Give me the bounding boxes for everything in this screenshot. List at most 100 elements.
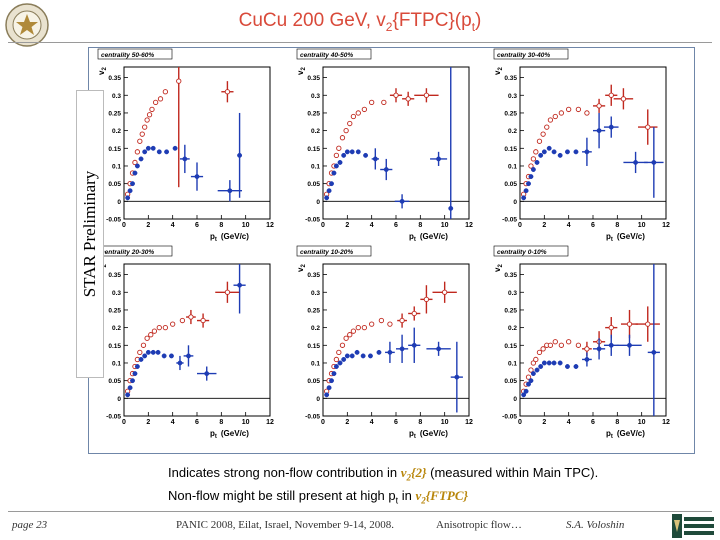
data-point bbox=[224, 289, 231, 295]
data-point bbox=[146, 112, 153, 118]
data-point bbox=[608, 92, 614, 98]
data-point bbox=[565, 149, 570, 155]
data-point bbox=[130, 181, 135, 187]
y-tick-label: 0.1 bbox=[311, 163, 320, 170]
data-point bbox=[333, 152, 340, 159]
y-tick-label: 0.3 bbox=[311, 93, 320, 100]
x-tick-label: 4 bbox=[370, 419, 374, 426]
data-point bbox=[626, 321, 633, 327]
plot-area bbox=[123, 66, 271, 220]
data-point bbox=[132, 159, 138, 166]
data-point bbox=[608, 124, 614, 130]
y-tick-label: 0.35 bbox=[307, 272, 320, 279]
x-tick-label: 4 bbox=[370, 222, 374, 229]
data-point bbox=[540, 131, 546, 137]
data-point bbox=[528, 163, 534, 169]
data-point bbox=[137, 349, 143, 356]
series-v2-ftpc bbox=[521, 264, 660, 416]
y-tick-label: 0.15 bbox=[307, 343, 320, 350]
data-point bbox=[194, 174, 200, 180]
data-point bbox=[200, 317, 206, 324]
data-point bbox=[584, 356, 590, 362]
data-point bbox=[186, 353, 191, 359]
series-v2-ftpc bbox=[125, 112, 243, 202]
data-point bbox=[343, 127, 349, 134]
data-point bbox=[162, 324, 169, 331]
data-point bbox=[372, 156, 378, 162]
data-point bbox=[547, 342, 554, 348]
data-point bbox=[333, 356, 340, 363]
data-point bbox=[423, 92, 430, 98]
data-point bbox=[363, 152, 369, 158]
y-tick-label: -0.05 bbox=[305, 217, 320, 224]
x-tick-label: 6 bbox=[195, 419, 199, 426]
data-point bbox=[383, 167, 389, 172]
x-tick-label: 12 bbox=[465, 222, 473, 229]
data-point bbox=[164, 149, 170, 155]
data-point bbox=[355, 324, 361, 331]
data-point bbox=[608, 324, 614, 331]
data-point bbox=[237, 282, 243, 288]
data-point bbox=[156, 149, 162, 155]
data-point bbox=[176, 78, 182, 84]
centrality-label: centrality 0-10% bbox=[497, 249, 547, 256]
y-tick-label: -0.05 bbox=[106, 217, 121, 224]
data-point bbox=[344, 353, 350, 359]
data-point bbox=[399, 198, 405, 204]
data-point bbox=[633, 159, 639, 165]
y-tick-label: 0 bbox=[117, 199, 121, 206]
y-tick-label: 0.35 bbox=[307, 75, 320, 82]
data-point bbox=[145, 349, 151, 355]
x-tick-label: 2 bbox=[542, 419, 546, 426]
data-point bbox=[530, 156, 537, 162]
data-point bbox=[521, 195, 527, 201]
centrality-box bbox=[97, 48, 173, 60]
series-v2-ftpc bbox=[125, 264, 246, 398]
data-point bbox=[608, 342, 614, 348]
data-point bbox=[150, 349, 156, 355]
data-point bbox=[565, 364, 570, 369]
x-tick-label: 6 bbox=[591, 222, 595, 229]
data-point bbox=[521, 392, 527, 398]
x-tick-label: 12 bbox=[662, 222, 670, 229]
series-v2-ftpc bbox=[521, 112, 664, 201]
data-point bbox=[526, 381, 531, 387]
y-tick-label: 0.05 bbox=[504, 181, 517, 188]
data-point bbox=[540, 346, 546, 352]
x-tick-label: 8 bbox=[615, 222, 619, 229]
data-point bbox=[436, 346, 442, 352]
data-point bbox=[350, 328, 357, 334]
y-tick-label: 0.05 bbox=[504, 378, 517, 385]
x-tick-label: 4 bbox=[171, 419, 175, 426]
data-point bbox=[620, 96, 627, 102]
x-tick-label: 4 bbox=[567, 419, 571, 426]
header-rule bbox=[8, 42, 712, 43]
x-axis-label: pt (GeV/c) bbox=[210, 232, 249, 243]
data-point bbox=[533, 356, 539, 363]
data-point bbox=[566, 339, 572, 345]
data-point bbox=[596, 346, 602, 352]
x-tick-label: 0 bbox=[122, 222, 126, 229]
data-point bbox=[573, 149, 579, 155]
x-tick-label: 8 bbox=[219, 419, 223, 426]
y-tick-label: 0.1 bbox=[311, 360, 320, 367]
data-point bbox=[142, 124, 148, 130]
y-tick-label: 0.1 bbox=[508, 360, 517, 367]
y-tick-label: 0.25 bbox=[307, 307, 320, 314]
data-point bbox=[566, 106, 572, 113]
data-point bbox=[528, 174, 534, 180]
data-point bbox=[341, 152, 347, 158]
data-point bbox=[333, 364, 339, 369]
y-tick-label: 0.25 bbox=[504, 307, 517, 314]
data-point bbox=[533, 149, 539, 155]
x-tick-label: 6 bbox=[394, 419, 398, 426]
y-tick-label: 0.15 bbox=[307, 146, 320, 153]
data-point bbox=[584, 346, 590, 352]
x-tick-label: 2 bbox=[146, 419, 150, 426]
data-point bbox=[552, 113, 558, 120]
y-tick-label: 0 bbox=[513, 199, 517, 206]
data-point bbox=[156, 324, 162, 331]
centrality-box bbox=[296, 48, 372, 60]
